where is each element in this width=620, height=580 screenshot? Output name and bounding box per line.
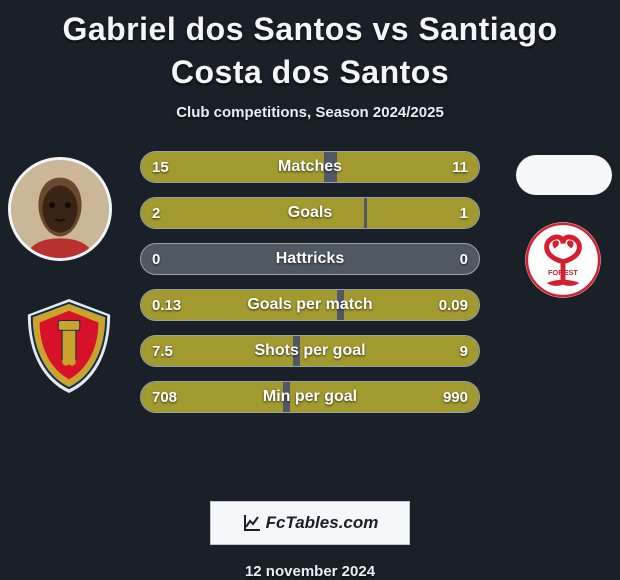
svg-text:FOREST: FOREST <box>548 268 578 277</box>
stat-row: 0.130.09Goals per match <box>140 289 480 321</box>
stat-label: Matches <box>140 151 480 183</box>
nottingham-forest-badge-icon: FOREST <box>522 219 604 301</box>
stat-row: 21Goals <box>140 197 480 229</box>
stat-row: 708990Min per goal <box>140 381 480 413</box>
stat-row: 7.59Shots per goal <box>140 335 480 367</box>
stat-row: 1511Matches <box>140 151 480 183</box>
brand-text: FcTables.com <box>266 513 379 533</box>
stat-label: Shots per goal <box>140 335 480 367</box>
stat-label: Goals <box>140 197 480 229</box>
stat-label: Goals per match <box>140 289 480 321</box>
subtitle: Club competitions, Season 2024/2025 <box>176 104 444 121</box>
stat-label: Min per goal <box>140 381 480 413</box>
page-title: Gabriel dos Santos vs Santiago Costa dos… <box>40 8 580 94</box>
date-text: 12 november 2024 <box>245 563 375 580</box>
stat-row: 00Hattricks <box>140 243 480 275</box>
arsenal-badge-icon <box>20 297 118 395</box>
brand-watermark: FcTables.com <box>210 501 410 545</box>
stat-bars: 1511Matches 21Goals 00Hattricks 0.130.09Goa… <box>140 151 480 427</box>
stat-label: Hattricks <box>140 243 480 275</box>
player-right-avatar <box>516 155 612 195</box>
comparison-panel: FOREST 1511Matches 21Goals 00Hattricks 0.13… <box>0 143 620 493</box>
player-left-avatar <box>8 157 112 261</box>
